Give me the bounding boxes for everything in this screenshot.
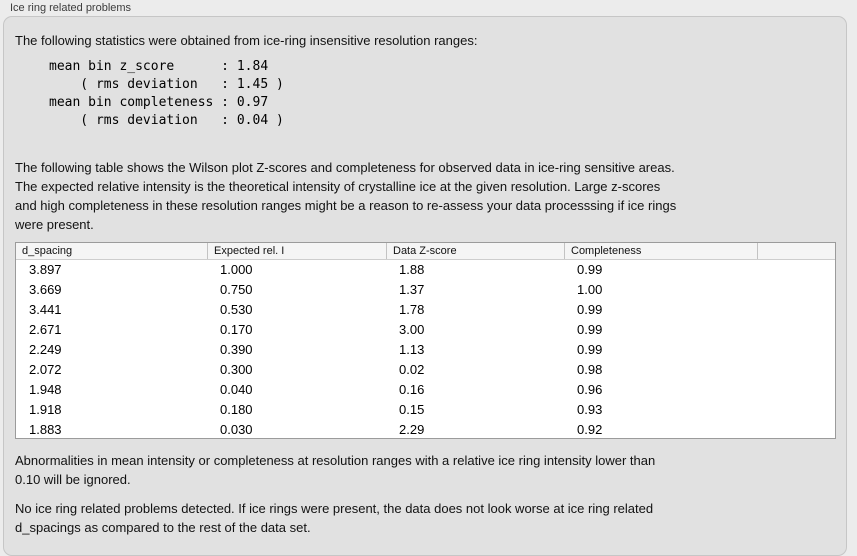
cell-d-spacing: 2.249: [29, 342, 62, 357]
cell-expected-rel-i: 1.000: [220, 262, 253, 277]
cell-data-z-score: 1.88: [399, 262, 425, 277]
cell-expected-rel-i: 0.030: [220, 422, 253, 437]
cell-expected-rel-i: 0.170: [220, 322, 253, 337]
table-row[interactable]: 2.072 0.300 0.02 0.98: [16, 360, 835, 380]
cell-data-z-score: 0.16: [399, 382, 425, 397]
cell-filler: [757, 380, 835, 400]
cell-completeness: 0.99: [577, 342, 603, 357]
ice-ring-table[interactable]: d_spacing Expected rel. I Data Z-score C…: [15, 242, 836, 439]
cell-expected-rel-i: 0.750: [220, 282, 253, 297]
cell-completeness: 0.99: [577, 322, 603, 337]
table-row[interactable]: 1.883 0.030 2.29 0.92: [16, 420, 835, 440]
ice-ring-panel: The following statistics were obtained f…: [3, 16, 847, 556]
cell-data-z-score: 2.29: [399, 422, 425, 437]
cell-filler: [757, 340, 835, 360]
cell-d-spacing: 1.918: [29, 402, 62, 417]
cell-d-spacing: 2.671: [29, 322, 62, 337]
table-header-row: d_spacing Expected rel. I Data Z-score C…: [16, 243, 835, 260]
cell-data-z-score: 0.15: [399, 402, 425, 417]
cell-filler: [757, 280, 835, 300]
intro-text: The following statistics were obtained f…: [15, 33, 478, 48]
cell-filler: [757, 400, 835, 420]
cell-completeness: 1.00: [577, 282, 603, 297]
cell-data-z-score: 1.37: [399, 282, 425, 297]
table-description-text: The following table shows the Wilson plo…: [15, 160, 677, 232]
cell-completeness: 0.98: [577, 362, 603, 377]
cell-d-spacing: 1.883: [29, 422, 62, 437]
cell-filler: [757, 320, 835, 340]
ice-ring-statistics-block: mean bin z_score : 1.84 ( rms deviation …: [49, 59, 284, 128]
cell-expected-rel-i: 0.040: [220, 382, 253, 397]
column-header-d-spacing[interactable]: d_spacing: [22, 245, 73, 257]
cell-expected-rel-i: 0.390: [220, 342, 253, 357]
column-header-completeness[interactable]: Completeness: [564, 243, 757, 259]
cell-filler: [757, 420, 835, 440]
cell-expected-rel-i: 0.300: [220, 362, 253, 377]
cell-completeness: 0.92: [577, 422, 603, 437]
cell-completeness: 0.99: [577, 302, 603, 317]
cell-filler: [757, 360, 835, 380]
ignore-note-text: Abnormalities in mean intensity or compl…: [15, 453, 656, 487]
cell-data-z-score: 3.00: [399, 322, 425, 337]
cell-d-spacing: 3.897: [29, 262, 62, 277]
table-row[interactable]: 3.669 0.750 1.37 1.00: [16, 280, 835, 300]
cell-d-spacing: 3.441: [29, 302, 62, 317]
table-row[interactable]: 1.918 0.180 0.15 0.93: [16, 400, 835, 420]
cell-data-z-score: 0.02: [399, 362, 425, 377]
table-row[interactable]: 2.671 0.170 3.00 0.99: [16, 320, 835, 340]
cell-d-spacing: 1.948: [29, 382, 62, 397]
cell-d-spacing: 3.669: [29, 282, 62, 297]
table-row[interactable]: 1.948 0.040 0.16 0.96: [16, 380, 835, 400]
column-header-empty[interactable]: [757, 243, 835, 259]
cell-filler: [757, 300, 835, 320]
cell-d-spacing: 2.072: [29, 362, 62, 377]
table-row[interactable]: 3.441 0.530 1.78 0.99: [16, 300, 835, 320]
cell-completeness: 0.93: [577, 402, 603, 417]
cell-filler: [757, 260, 835, 280]
verdict-text: No ice ring related problems detected. I…: [15, 501, 654, 535]
panel-title: Ice ring related problems: [10, 2, 132, 14]
table-row[interactable]: 3.897 1.000 1.88 0.99: [16, 260, 835, 280]
cell-expected-rel-i: 0.180: [220, 402, 253, 417]
cell-expected-rel-i: 0.530: [220, 302, 253, 317]
cell-completeness: 0.99: [577, 262, 603, 277]
cell-data-z-score: 1.13: [399, 342, 425, 357]
column-header-expected-rel-i[interactable]: Expected rel. I: [207, 243, 386, 259]
column-header-data-z-score[interactable]: Data Z-score: [386, 243, 564, 259]
cell-completeness: 0.96: [577, 382, 603, 397]
cell-data-z-score: 1.78: [399, 302, 425, 317]
table-row[interactable]: 2.249 0.390 1.13 0.99: [16, 340, 835, 360]
